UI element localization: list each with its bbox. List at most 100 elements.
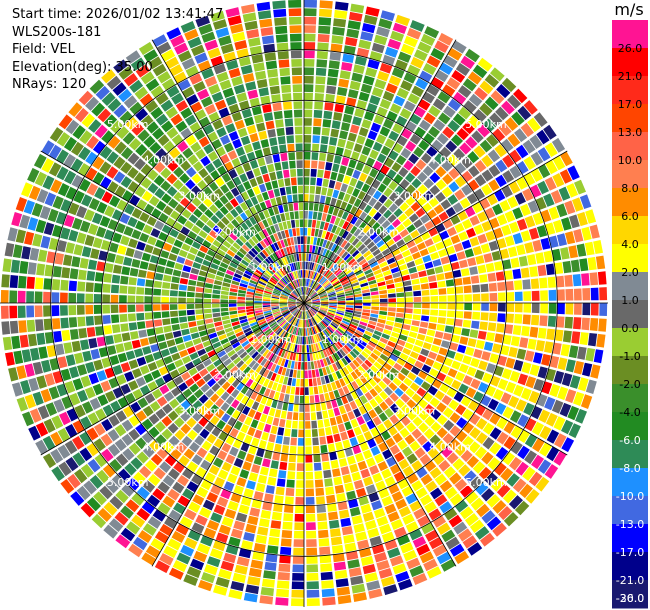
velocity-gate xyxy=(582,288,591,301)
velocity-gate xyxy=(403,72,417,84)
velocity-gate xyxy=(204,254,214,262)
velocity-gate xyxy=(246,308,254,313)
velocity-gate xyxy=(120,161,133,174)
velocity-gate xyxy=(159,553,174,566)
velocity-gate xyxy=(489,353,499,364)
velocity-gate xyxy=(423,178,434,189)
velocity-gate xyxy=(382,234,392,243)
velocity-gate xyxy=(481,488,495,502)
velocity-gate xyxy=(582,303,591,316)
velocity-gate xyxy=(120,505,134,519)
velocity-gate xyxy=(470,378,481,390)
velocity-gate xyxy=(212,308,220,313)
velocity-gate xyxy=(517,445,530,460)
velocity-gate xyxy=(316,59,328,68)
velocity-gate xyxy=(355,161,365,172)
velocity-gate xyxy=(260,27,274,37)
velocity-gate xyxy=(214,280,223,286)
velocity-gate xyxy=(81,246,92,258)
velocity-gate xyxy=(281,195,288,204)
velocity-gate xyxy=(312,263,317,271)
velocity-gate xyxy=(279,258,285,267)
velocity-gate xyxy=(310,291,316,298)
velocity-gate xyxy=(494,189,506,202)
velocity-gate xyxy=(447,98,461,112)
velocity-gate xyxy=(294,309,300,317)
velocity-gate xyxy=(422,63,437,76)
velocity-gate xyxy=(165,56,180,69)
velocity-gate xyxy=(386,257,396,265)
velocity-gate xyxy=(328,309,336,313)
velocity-gate xyxy=(245,253,254,261)
velocity-gate xyxy=(562,330,572,343)
velocity-gate xyxy=(405,303,413,308)
velocity-gate xyxy=(247,576,261,586)
velocity-gate xyxy=(212,299,220,303)
velocity-gate xyxy=(358,353,367,362)
velocity-gate xyxy=(305,471,314,480)
velocity-gate xyxy=(146,121,159,134)
velocity-gate xyxy=(506,292,515,302)
velocity-gate xyxy=(227,150,238,160)
velocity-gate xyxy=(566,183,579,198)
velocity-gate xyxy=(57,444,71,459)
velocity-gate xyxy=(441,529,456,543)
velocity-gate xyxy=(565,303,574,315)
velocity-gate xyxy=(355,180,364,190)
velocity-gate xyxy=(319,293,327,297)
velocity-gate xyxy=(308,309,314,317)
colorbar-tick: -1.0 xyxy=(619,350,640,363)
velocity-gate xyxy=(322,358,328,367)
velocity-gate xyxy=(168,346,178,355)
velocity-gate xyxy=(96,201,108,214)
velocity-gate xyxy=(403,549,417,562)
velocity-gate xyxy=(411,278,420,285)
velocity-gate xyxy=(417,515,431,527)
velocity-gate xyxy=(384,397,394,407)
velocity-gate xyxy=(263,570,276,580)
velocity-gate xyxy=(337,300,346,303)
velocity-gate xyxy=(204,76,218,87)
velocity-gate xyxy=(58,114,73,130)
velocity-gate xyxy=(225,212,235,222)
velocity-gate xyxy=(288,303,296,305)
velocity-gate xyxy=(365,519,377,530)
velocity-gate xyxy=(73,244,84,256)
velocity-gate xyxy=(277,178,285,188)
velocity-gate xyxy=(383,198,393,209)
velocity-gate xyxy=(285,368,290,377)
velocity-gate xyxy=(430,303,439,309)
velocity-gate xyxy=(291,308,298,314)
velocity-gate xyxy=(379,390,389,400)
velocity-gate xyxy=(385,83,398,94)
velocity-gate xyxy=(81,194,93,207)
velocity-gate xyxy=(270,264,278,272)
velocity-gate xyxy=(84,386,96,399)
velocity-gate xyxy=(429,172,441,184)
velocity-gate xyxy=(283,238,289,247)
velocity-gate xyxy=(306,287,310,296)
velocity-gate xyxy=(442,84,456,97)
velocity-gate xyxy=(334,569,348,579)
velocity-gate xyxy=(500,392,512,405)
velocity-gate xyxy=(184,361,195,371)
velocity-gate xyxy=(226,362,235,371)
velocity-gate xyxy=(292,412,299,421)
velocity-gate xyxy=(354,108,365,118)
velocity-gate xyxy=(286,135,295,144)
velocity-gate xyxy=(423,112,436,125)
velocity-gate xyxy=(469,329,479,339)
velocity-gate xyxy=(89,79,105,94)
velocity-gate xyxy=(154,531,169,544)
velocity-gate xyxy=(419,453,431,466)
velocity-gate xyxy=(68,229,79,242)
velocity-gate xyxy=(445,245,456,255)
velocity-gate xyxy=(497,378,509,391)
velocity-gate xyxy=(242,12,257,23)
velocity-gate xyxy=(128,359,139,370)
velocity-gate xyxy=(467,115,481,129)
velocity-gate xyxy=(346,393,354,403)
velocity-gate xyxy=(298,310,302,319)
velocity-gate xyxy=(184,114,197,126)
velocity-gate xyxy=(370,365,379,374)
